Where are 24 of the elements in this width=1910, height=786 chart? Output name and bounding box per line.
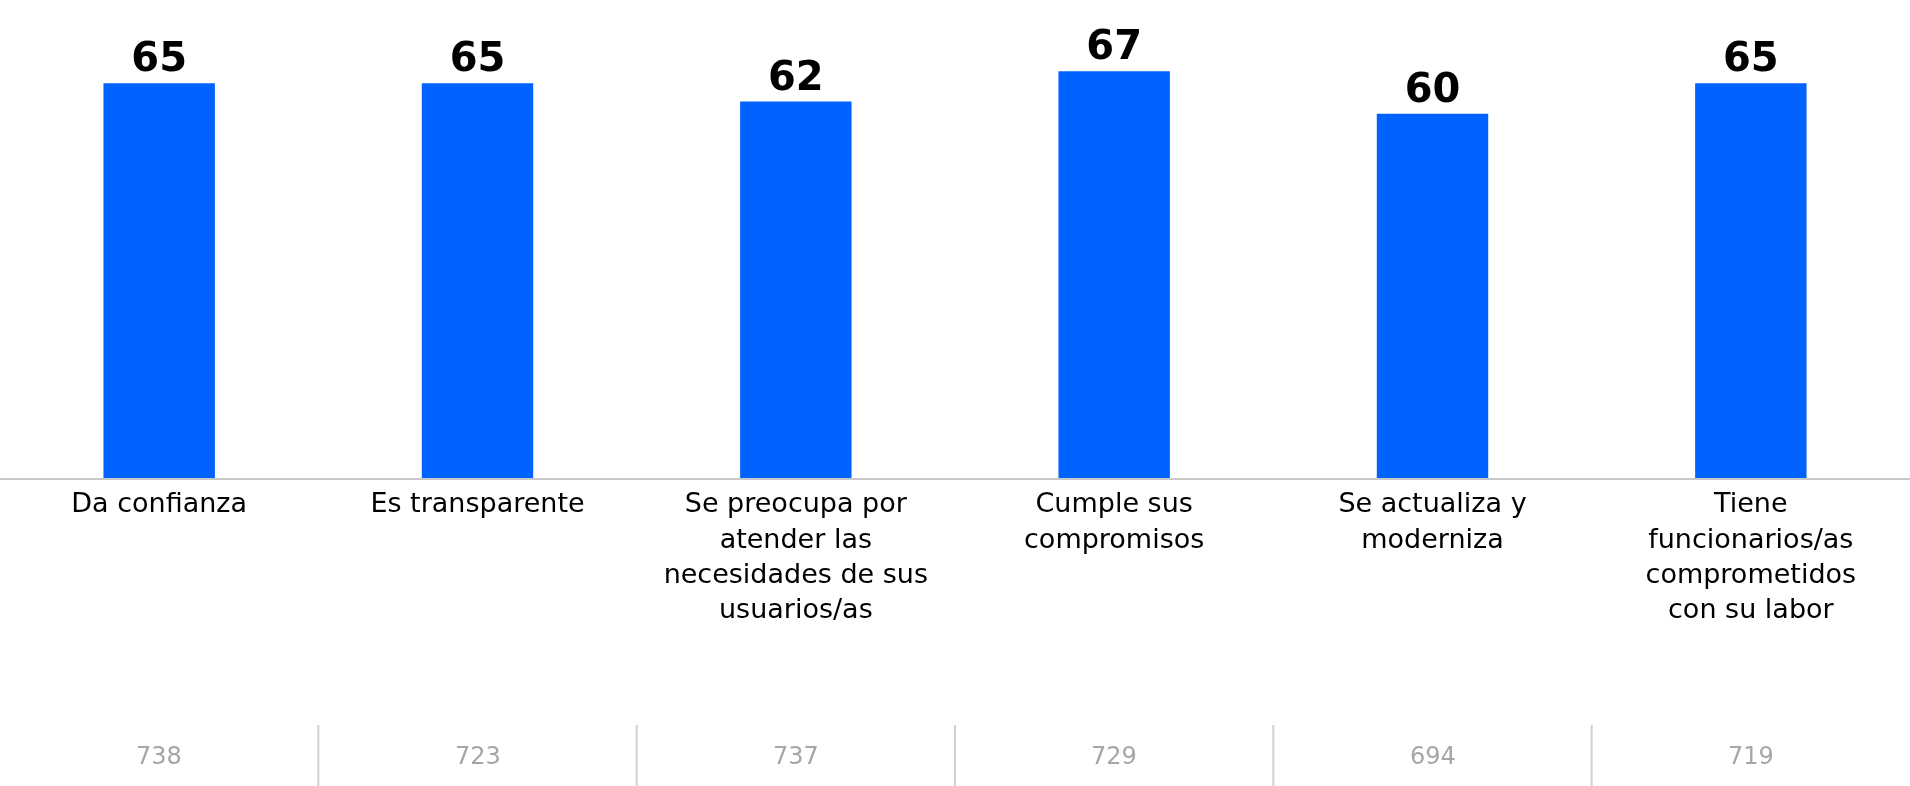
bar xyxy=(1376,113,1489,478)
bar xyxy=(740,101,852,478)
data-label: 65 xyxy=(449,34,506,81)
x-tick-label: Tiene funcionarios/as comprometidos con su labor xyxy=(1645,487,1857,624)
text: 723 xyxy=(455,742,501,770)
text: 719 xyxy=(1728,742,1774,770)
data-label: 60 xyxy=(1404,64,1461,111)
x-tick-label: Da confianza xyxy=(71,487,248,519)
text: 738 xyxy=(136,742,182,770)
bar xyxy=(1695,83,1807,478)
x-tick-label: Es transparente xyxy=(370,487,585,519)
x-tick-label: Cumple sus compromisos xyxy=(1024,487,1205,554)
data-label: 62 xyxy=(767,52,824,99)
text: 729 xyxy=(1091,742,1137,770)
x-tick-label: Se actualiza y moderniza xyxy=(1338,487,1527,554)
bar xyxy=(1058,71,1170,478)
data-label: 67 xyxy=(1086,22,1143,69)
data-label: 65 xyxy=(131,34,188,81)
bar xyxy=(421,83,534,478)
bar xyxy=(103,83,215,478)
text: 737 xyxy=(773,742,819,770)
text: 694 xyxy=(1410,742,1456,770)
data-label: 65 xyxy=(1723,34,1779,81)
x-tick-label: Se preocupa por atender las necesidades de sus usuarios/as xyxy=(663,487,929,624)
